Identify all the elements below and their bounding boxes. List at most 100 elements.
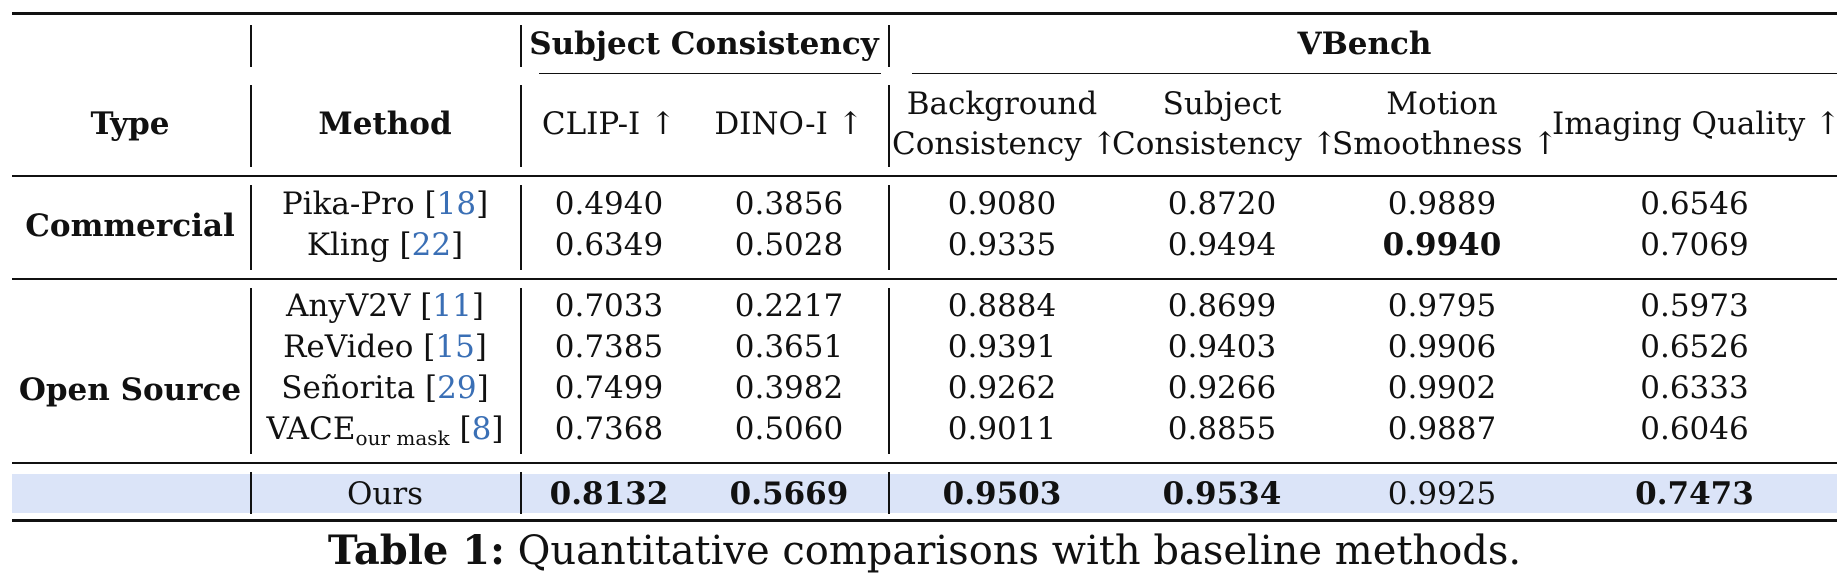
- method-column-header: Method: [318, 106, 452, 142]
- value-cell: 0.9262: [947, 370, 1057, 406]
- ours-row-highlight: [12, 474, 1837, 513]
- type-column-header: Type: [90, 106, 170, 142]
- vbench-group-header: VBench: [1297, 26, 1432, 62]
- value-cell: 0.9494: [1167, 227, 1277, 263]
- method-cell: Señorita [29]: [281, 370, 489, 406]
- method-name: AnyV2V: [286, 288, 411, 324]
- background-consistency-header-line1: Background: [906, 86, 1098, 122]
- value-cell: 0.7499: [554, 370, 664, 406]
- bottom-rule: [12, 519, 1837, 522]
- method-cell: ReVideo [15]: [283, 329, 487, 365]
- value-cell: 0.6333: [1640, 370, 1749, 406]
- vrule: [250, 185, 252, 270]
- vrule: [888, 85, 890, 167]
- vrule: [520, 185, 522, 270]
- value-cell: 0.8720: [1167, 186, 1277, 222]
- value-cell: 0.9335: [947, 227, 1057, 263]
- method-cell: VACEour mask [8]: [266, 411, 504, 450]
- vrule: [520, 85, 522, 167]
- subject-consistency-header-line1: Subject: [1162, 86, 1282, 122]
- vrule: [888, 185, 890, 270]
- value-cell: 0.8884: [947, 288, 1057, 324]
- method-name: ReVideo: [283, 329, 414, 365]
- citation-link[interactable]: 22: [411, 227, 452, 263]
- method-cell: Pika-Pro [18]: [281, 186, 489, 222]
- value-cell: 0.7368: [554, 411, 664, 447]
- value-cell: 0.6349: [554, 227, 664, 263]
- motion-smoothness-header-line2: Smoothness ↑: [1332, 126, 1559, 162]
- method-cell: Ours: [252, 476, 518, 512]
- value-cell: 0.9534: [1162, 476, 1282, 512]
- value-cell: 0.6546: [1640, 186, 1749, 222]
- value-cell: 0.5669: [729, 476, 849, 512]
- vbench-group-underline: [912, 73, 1837, 74]
- results-table: Subject Consistency VBench Type Method C…: [12, 0, 1842, 581]
- value-cell: 0.9795: [1387, 288, 1497, 324]
- header-rule: [12, 175, 1837, 177]
- value-cell: 0.5028: [734, 227, 844, 263]
- value-cell: 0.9011: [947, 411, 1057, 447]
- subject-group-underline: [539, 73, 881, 74]
- top-rule: [12, 12, 1837, 15]
- citation-link[interactable]: 11: [432, 288, 472, 324]
- method-name: Ours: [346, 476, 424, 512]
- vrule: [888, 25, 890, 67]
- citation-link[interactable]: 8: [471, 411, 492, 447]
- background-consistency-header-line2: Consistency ↑: [892, 126, 1118, 162]
- value-cell: 0.9391: [947, 329, 1057, 365]
- value-cell: 0.9925: [1387, 476, 1497, 512]
- vrule: [888, 472, 890, 514]
- value-cell: 0.3856: [734, 186, 844, 222]
- value-cell: 0.9940: [1382, 227, 1502, 263]
- value-cell: 0.9503: [942, 476, 1062, 512]
- value-cell: 0.9403: [1167, 329, 1277, 365]
- vrule: [520, 288, 522, 454]
- value-cell: 0.9266: [1167, 370, 1277, 406]
- value-cell: 0.6526: [1640, 329, 1749, 365]
- value-cell: 0.9906: [1387, 329, 1497, 365]
- citation-link[interactable]: 15: [435, 329, 475, 365]
- value-cell: 0.8855: [1167, 411, 1277, 447]
- value-cell: 0.7069: [1640, 227, 1749, 263]
- ours-rule: [12, 462, 1837, 464]
- citation-link[interactable]: 18: [436, 186, 477, 222]
- value-cell: 0.5973: [1640, 288, 1749, 324]
- vrule: [250, 472, 252, 514]
- subject-consistency-group-header: Subject Consistency: [529, 26, 879, 62]
- vrule: [888, 288, 890, 454]
- value-cell: 0.8699: [1167, 288, 1277, 324]
- caption-label: Table 1:: [327, 527, 505, 574]
- subject-consistency-header-line2: Consistency ↑: [1112, 126, 1338, 162]
- table-caption: Table 1: Quantitative comparisons with b…: [12, 527, 1837, 575]
- value-cell: 0.7033: [554, 288, 664, 324]
- value-cell: 0.9887: [1387, 411, 1497, 447]
- method-name: VACE: [266, 411, 356, 447]
- open-source-group-label: Open Source: [18, 372, 242, 408]
- method-name: Kling: [306, 227, 390, 263]
- citation-link[interactable]: 29: [437, 370, 477, 406]
- value-cell: 0.9080: [947, 186, 1057, 222]
- value-cell: 0.3982: [734, 370, 844, 406]
- dino-i-column-header: DINO-I ↑: [714, 106, 864, 142]
- value-cell: 0.5060: [734, 411, 844, 447]
- value-cell: 0.6046: [1640, 411, 1749, 447]
- method-name: Señorita: [281, 370, 416, 406]
- method-subscript: our mask: [355, 426, 450, 450]
- vrule: [520, 472, 522, 514]
- value-cell: 0.2217: [734, 288, 844, 324]
- value-cell: 0.3651: [734, 329, 844, 365]
- clip-i-column-header: CLIP-I ↑: [541, 106, 677, 142]
- vrule: [250, 25, 252, 67]
- vrule: [250, 288, 252, 454]
- method-name: Pika-Pro: [281, 186, 415, 222]
- method-cell: AnyV2V [11]: [286, 288, 484, 324]
- caption-text: Quantitative comparisons with baseline m…: [504, 528, 1522, 574]
- vrule: [250, 85, 252, 167]
- method-cell: Kling [22]: [306, 227, 464, 263]
- imaging-quality-column-header: Imaging Quality ↑: [1552, 106, 1842, 142]
- value-cell: 0.8132: [549, 476, 669, 512]
- vrule: [520, 25, 522, 67]
- value-cell: 0.9889: [1387, 186, 1497, 222]
- group-rule: [12, 278, 1837, 280]
- value-cell: 0.4940: [554, 186, 664, 222]
